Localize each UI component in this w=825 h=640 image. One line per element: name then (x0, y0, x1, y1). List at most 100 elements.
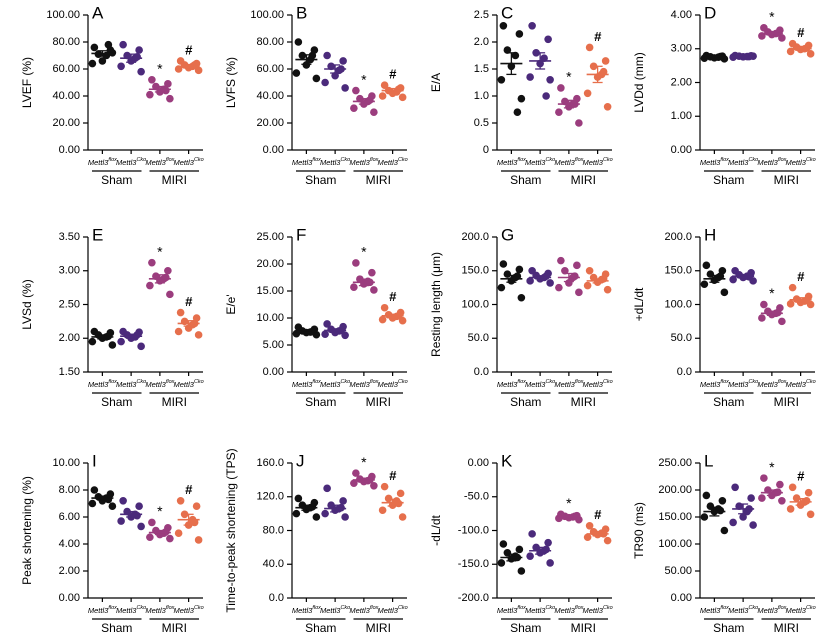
category-superscript: Cko (398, 605, 408, 611)
y-axis-label: LVDd (mm) (632, 52, 646, 112)
significance-mark: # (389, 67, 397, 82)
category-superscript: Cko (806, 379, 816, 385)
category-superscript: flox (108, 605, 117, 611)
category-name: Mettl3 (292, 380, 313, 389)
data-point (370, 481, 378, 490)
group-label: MIRI (162, 621, 187, 635)
group-label: MIRI (366, 621, 391, 635)
category-name: Mettl3 (786, 380, 807, 389)
category-name: Mettl3 (700, 380, 721, 389)
category-superscript: Cko (340, 605, 350, 611)
data-point (806, 510, 815, 519)
category-superscript: flox (778, 157, 787, 163)
category-superscript: Cko (748, 379, 758, 385)
category-label: Mettl3flox (700, 605, 729, 615)
y-tick-label: 160.0 (256, 457, 284, 469)
data-point (384, 494, 393, 503)
group-label: Sham (305, 173, 336, 187)
category-superscript: Cko (136, 605, 146, 611)
category-label: Mettl3Cko (378, 379, 408, 389)
data-point (312, 513, 321, 521)
y-tick-label: 2.50 (59, 298, 80, 310)
data-point (378, 92, 387, 100)
data-point (786, 505, 795, 513)
significance-mark: # (389, 289, 397, 304)
category-superscript: Cko (398, 379, 408, 385)
panel-letter: H (704, 225, 716, 244)
data-point (599, 67, 608, 76)
category-label: Mettl3Cko (378, 157, 408, 167)
y-tick-label: 0 (483, 144, 489, 156)
data-point (499, 22, 508, 30)
data-point (104, 40, 113, 49)
data-point (585, 43, 594, 52)
data-point (88, 499, 97, 508)
significance-mark: # (389, 468, 397, 483)
data-point (352, 86, 360, 95)
data-point (497, 283, 506, 292)
category-superscript: flox (517, 605, 526, 611)
data-point (557, 256, 565, 265)
panel-letter: C (501, 3, 513, 22)
data-point (176, 497, 185, 505)
y-tick-label: 40.0 (263, 558, 284, 570)
category-name: Mettl3 (349, 606, 370, 615)
data-point (88, 59, 97, 68)
category-name: Mettl3 (174, 380, 195, 389)
data-point (341, 84, 349, 92)
panel: K -dL/dt -200.0 -150.0 -100.0 -50.0 0.00 Mettl3… (429, 451, 613, 635)
category-superscript: Cko (806, 605, 816, 611)
y-tick-label: 4.00 (671, 9, 692, 21)
y-axis-label: Resting length (μm) (429, 252, 443, 357)
data-point (166, 534, 174, 543)
data-point (778, 497, 786, 505)
data-point (731, 483, 739, 492)
category-label: Mettl3Cko (116, 157, 146, 167)
category-superscript: flox (720, 157, 729, 163)
y-tick-label: 5.00 (263, 339, 284, 351)
category-label: Mettl3flox (700, 379, 729, 389)
category-name: Mettl3 (378, 380, 399, 389)
category-name: Mettl3 (757, 380, 778, 389)
y-tick-label: 2.5 (474, 9, 489, 21)
data-point (700, 280, 709, 289)
y-tick-label: 15.00 (256, 285, 284, 297)
data-point (555, 514, 563, 523)
group-label: MIRI (571, 395, 596, 409)
data-point (544, 538, 552, 547)
group-label: Sham (713, 395, 744, 409)
category-superscript: Cko (545, 605, 555, 611)
y-tick-label: 200.0 (461, 231, 489, 243)
data-point (368, 268, 376, 277)
y-tick-label: -150.0 (458, 558, 489, 570)
y-tick-label: 80.00 (52, 36, 80, 48)
category-label: Mettl3flox (757, 379, 786, 389)
group-label: MIRI (162, 395, 187, 409)
data-point (98, 57, 107, 65)
category-name: Mettl3 (292, 606, 313, 615)
data-point (513, 108, 522, 116)
category-superscript: Cko (340, 379, 350, 385)
data-point (758, 314, 766, 322)
panel-letter: K (501, 451, 513, 470)
panel: B LVFS (%) 0.00 20.00 40.00 60.00 80.00 100.00 M… (224, 3, 408, 187)
category-name: Mettl3 (525, 158, 546, 167)
category-label: Mettl3Cko (786, 157, 816, 167)
group-label: MIRI (366, 173, 391, 187)
data-point (350, 479, 358, 488)
panel-letter: I (92, 451, 97, 470)
data-point (321, 509, 329, 518)
data-point (388, 89, 397, 98)
data-point (117, 517, 125, 525)
y-tick-label: 1.5 (474, 63, 489, 75)
group-label: Sham (510, 173, 541, 187)
category-label: Mettl3flox (349, 379, 378, 389)
data-point (312, 74, 321, 83)
y-tick-label: 50.0 (468, 332, 489, 344)
y-tick-label: 1.0 (474, 90, 489, 102)
significance-mark: # (185, 294, 193, 309)
significance-mark: * (769, 459, 775, 475)
category-superscript: flox (370, 157, 379, 163)
